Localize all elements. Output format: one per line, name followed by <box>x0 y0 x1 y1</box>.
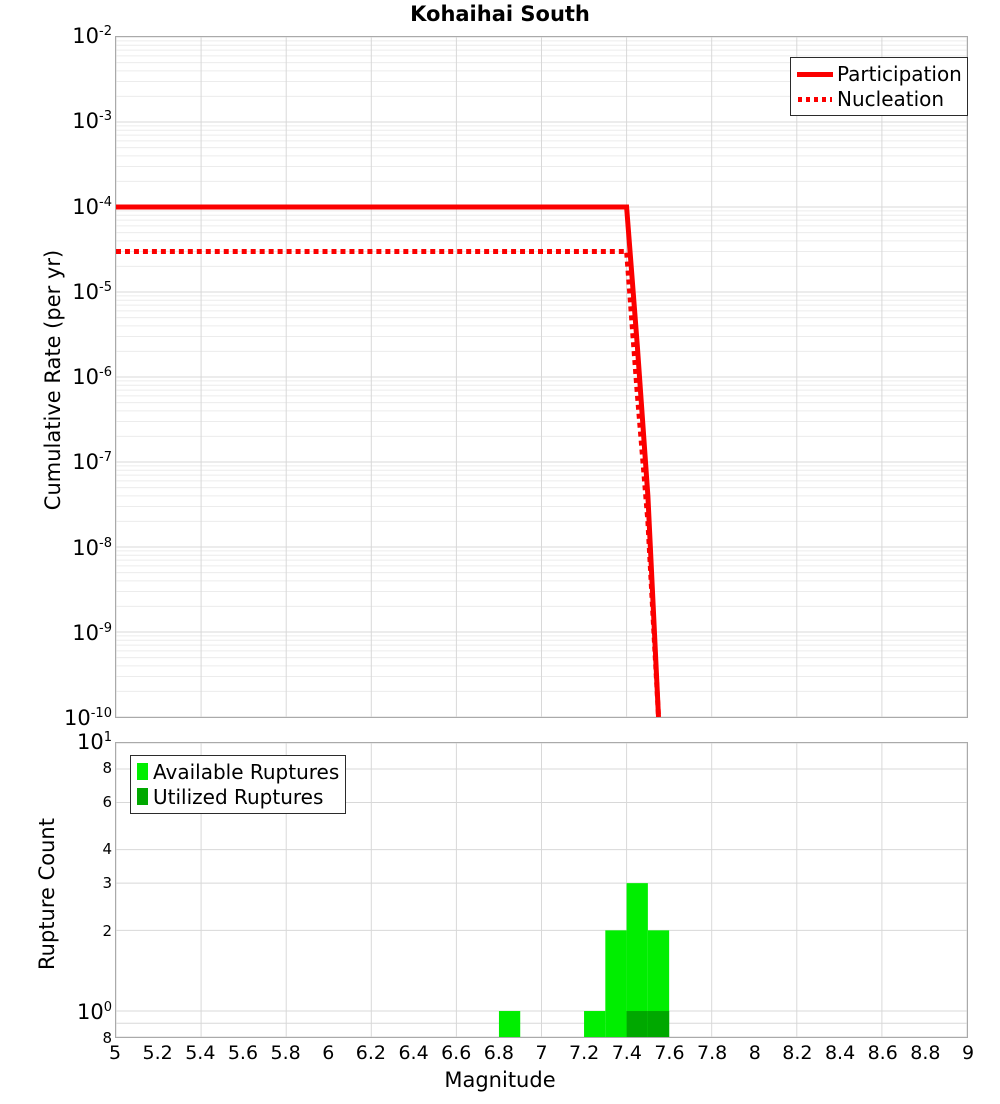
series-nucleation <box>116 248 662 717</box>
x-tick-label: 6.8 <box>483 1042 514 1064</box>
rupture-count-axis-label: Rupture Count <box>35 818 59 970</box>
available-rupture-bar <box>626 883 648 1037</box>
x-tick-label: 5 <box>108 1042 122 1064</box>
available-rupture-bar <box>584 1011 606 1037</box>
legend-label-available-ruptures: Available Ruptures <box>153 759 340 784</box>
magnitude-axis-label: Magnitude <box>444 1068 556 1092</box>
x-tick-label: 7.6 <box>654 1042 685 1064</box>
legend-label-participation: Participation <box>837 61 962 86</box>
y-tick-label: 10-6 <box>72 365 112 389</box>
legend-label-utilized-ruptures: Utilized Ruptures <box>153 784 324 809</box>
y-tick-label: 10-7 <box>72 450 112 475</box>
x-tick-label: 5.4 <box>185 1042 216 1064</box>
y-tick-minor-label: 8 <box>102 759 112 778</box>
y-tick-label: 10-9 <box>72 620 112 645</box>
y-tick-label: 10-2 <box>72 24 112 48</box>
y-tick-minor-label: 6 <box>102 792 112 811</box>
y-tick-minor-label: 3 <box>102 874 112 893</box>
y-tick-label: 101 <box>76 730 112 754</box>
utilized-color-swatch-icon <box>137 788 148 805</box>
x-tick-label: 6.2 <box>355 1042 386 1064</box>
rupture-count-legend: Available Ruptures Utilized Ruptures <box>130 755 347 814</box>
y-tick-label: 100 <box>76 999 112 1024</box>
x-tick-label: 7.4 <box>611 1042 642 1064</box>
rupture-count-canvas <box>116 743 967 1037</box>
legend-item-participation[interactable]: Participation <box>797 61 962 86</box>
utilized-rupture-bar <box>626 1011 648 1037</box>
x-tick-label: 7.8 <box>696 1042 728 1064</box>
x-tick-label: 5.2 <box>142 1042 173 1064</box>
legend-label-nucleation: Nucleation <box>837 86 945 111</box>
y-tick-label: 10-8 <box>72 535 112 560</box>
cumulative-rate-axis-label: Cumulative Rate (per yr) <box>41 249 65 511</box>
x-tick-label: 8.6 <box>867 1042 898 1064</box>
x-tick-label: 6 <box>322 1042 335 1064</box>
y-tick-label: 10-4 <box>72 194 112 219</box>
utilized-rupture-bar <box>647 1011 670 1037</box>
x-tick-label: 8.8 <box>910 1042 941 1064</box>
y-tick-label: 10-3 <box>72 109 112 134</box>
y-tick-minor-label: 4 <box>102 840 112 859</box>
cumulative-rate-legend: Participation Nucleation <box>790 57 968 116</box>
x-tick-label: 7.2 <box>569 1042 600 1064</box>
available-rupture-bar <box>498 1011 521 1037</box>
x-tick-label: 5.6 <box>227 1042 259 1064</box>
dotted-line-icon <box>797 91 833 107</box>
y-tick-minor-label: 2 <box>102 921 112 940</box>
cumulative-rate-canvas <box>116 37 967 717</box>
legend-item-available-ruptures[interactable]: Available Ruptures <box>137 759 339 784</box>
figure-title: Kohaihai South <box>410 2 590 26</box>
available-rupture-bar <box>647 930 670 1037</box>
x-tick-label: 8 <box>748 1042 761 1064</box>
y-tick-label: 10-5 <box>72 279 112 304</box>
solid-line-icon <box>797 66 833 82</box>
y-tick-label: 10-10 <box>64 706 112 730</box>
x-tick-label: 5.8 <box>270 1042 301 1064</box>
x-tick-label: 6.4 <box>398 1042 429 1064</box>
available-rupture-bar <box>605 930 627 1037</box>
available-color-swatch-icon <box>137 763 148 780</box>
cumulative-rate-plot <box>115 36 968 718</box>
x-tick-label: 7 <box>535 1042 548 1064</box>
x-tick-label: 9 <box>961 1042 975 1064</box>
x-tick-label: 8.2 <box>782 1042 813 1064</box>
legend-item-utilized-ruptures[interactable]: Utilized Ruptures <box>137 784 339 809</box>
legend-item-nucleation[interactable]: Nucleation <box>797 86 961 111</box>
x-tick-label: 6.6 <box>441 1042 472 1064</box>
x-tick-label: 8.4 <box>824 1042 856 1064</box>
